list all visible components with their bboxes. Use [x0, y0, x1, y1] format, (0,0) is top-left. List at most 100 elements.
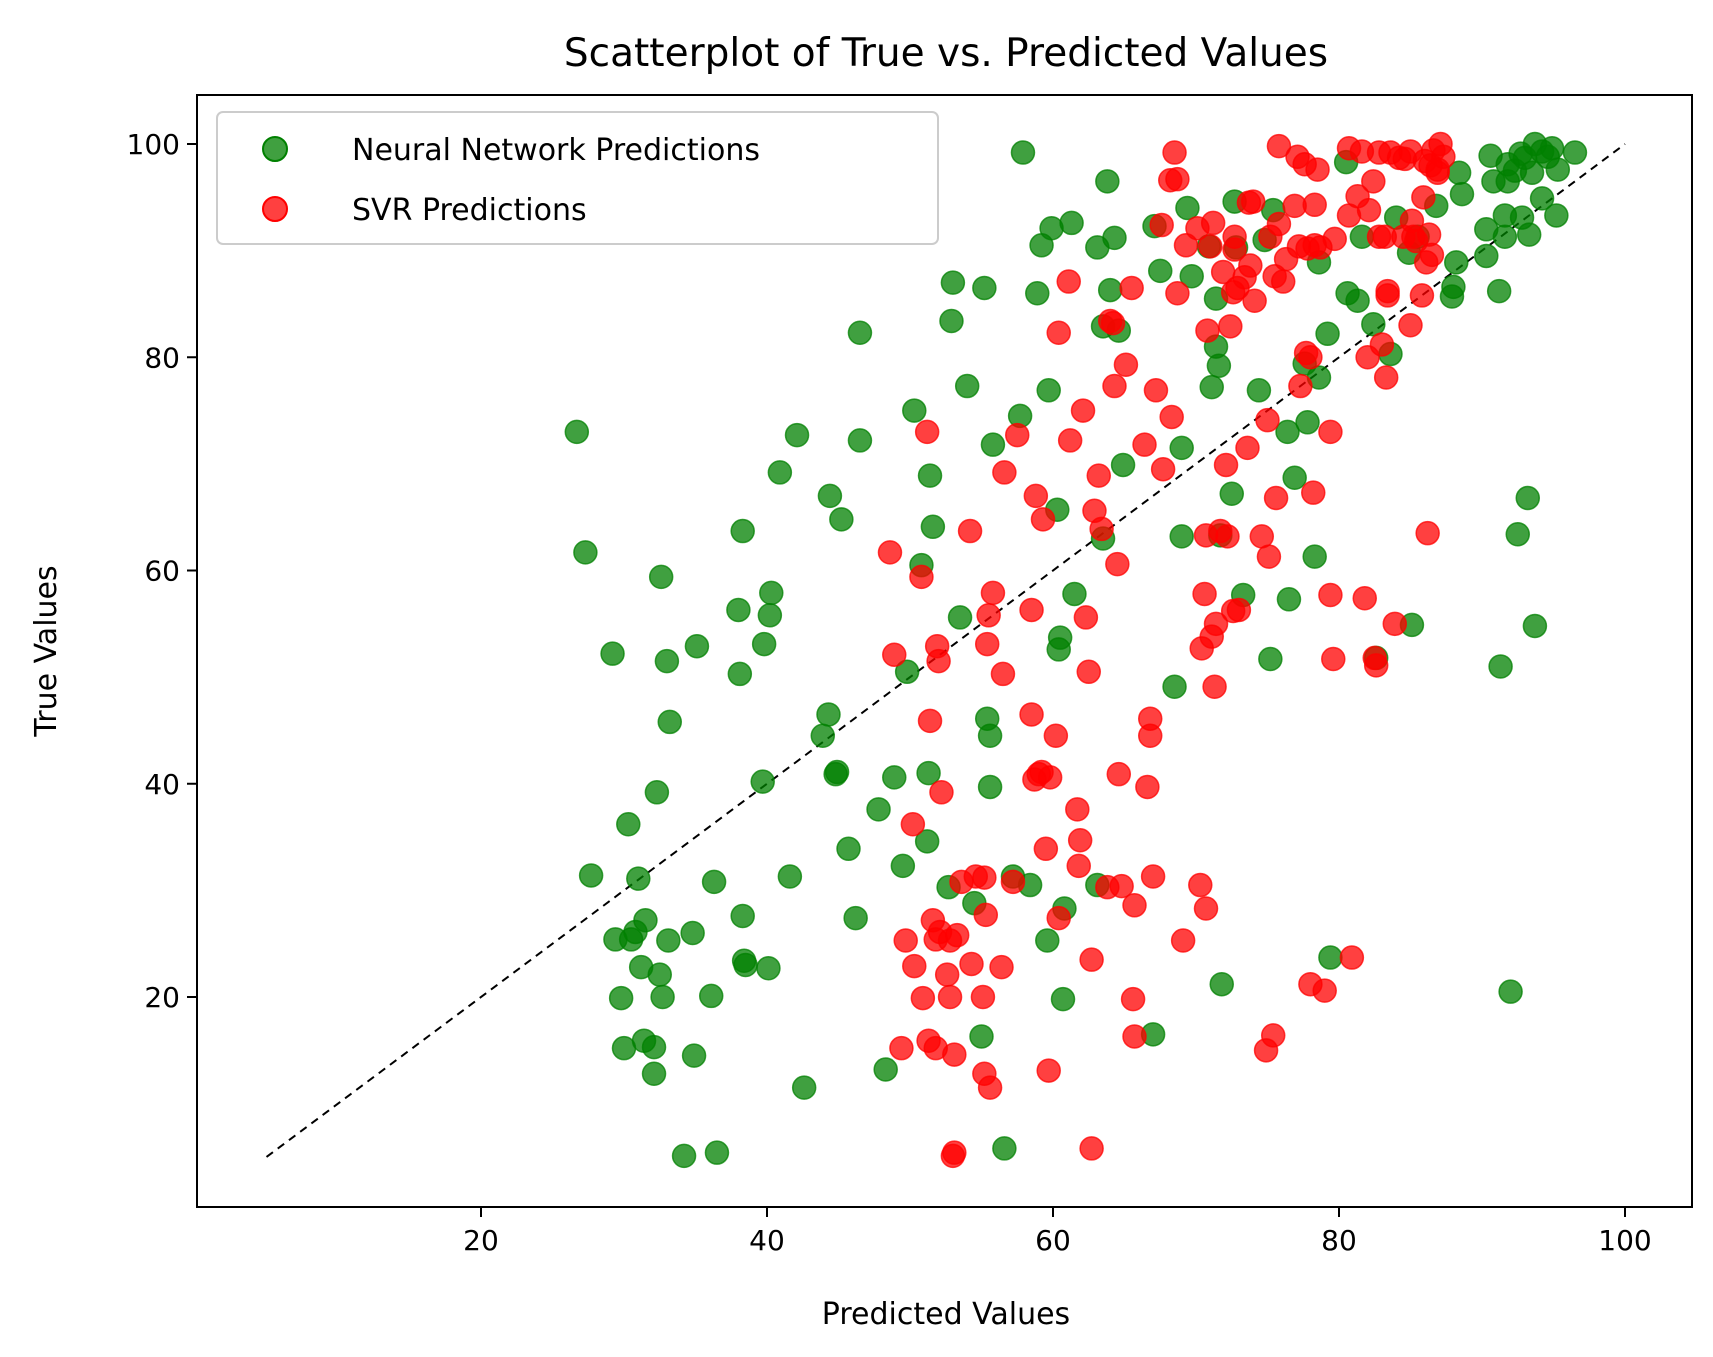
- svr-point: [1213, 452, 1239, 478]
- svr-point: [1105, 551, 1130, 577]
- nn-point: [633, 907, 658, 933]
- svr-point: [1019, 597, 1044, 623]
- svr-point: [1132, 432, 1157, 457]
- svr-point: [877, 540, 903, 565]
- svr-point: [882, 642, 907, 667]
- nn-point: [1505, 521, 1530, 547]
- svr-point: [1188, 872, 1213, 898]
- nn-point: [1315, 321, 1340, 347]
- svr-point: [1215, 524, 1240, 549]
- svr-point: [1255, 407, 1280, 433]
- nn-point: [648, 564, 674, 590]
- nn-point: [684, 633, 710, 659]
- nn-point: [1539, 136, 1565, 161]
- nn-point: [733, 952, 758, 978]
- nn-point: [1110, 452, 1136, 478]
- nn-point: [626, 866, 651, 891]
- nn-point: [1474, 243, 1499, 269]
- svr-point: [1109, 873, 1134, 899]
- nn-point: [1258, 646, 1283, 672]
- svr-point: [1065, 797, 1090, 822]
- svr-point: [1193, 896, 1219, 921]
- nn-point: [1199, 374, 1224, 400]
- x-tick-label: 40: [749, 1224, 785, 1257]
- nn-point: [1025, 281, 1050, 306]
- nn-point: [730, 903, 755, 929]
- svr-point: [1202, 674, 1227, 699]
- svr-point: [1173, 233, 1199, 258]
- nn-point: [1062, 581, 1087, 607]
- nn-point: [681, 1043, 707, 1068]
- nn-point: [756, 955, 781, 981]
- svr-point: [942, 1140, 967, 1165]
- svr-point: [929, 780, 954, 805]
- svr-point: [1361, 169, 1386, 194]
- x-tick-label: 60: [1035, 1224, 1071, 1257]
- svr-point: [1218, 314, 1243, 339]
- svr-point: [1301, 480, 1326, 505]
- nn-point: [980, 432, 1006, 457]
- svr-point: [1322, 226, 1347, 252]
- nn-point: [920, 514, 946, 540]
- svr-point: [902, 953, 927, 979]
- nn-point: [1169, 435, 1194, 461]
- nn-point: [1010, 140, 1036, 165]
- nn-point: [1282, 465, 1307, 490]
- nn-point: [644, 780, 670, 805]
- svr-point: [1149, 212, 1174, 238]
- nn-point: [600, 641, 625, 666]
- nn-point: [972, 275, 997, 301]
- nn-point: [1246, 378, 1272, 403]
- svr-point: [937, 984, 963, 1010]
- nn-point: [1148, 258, 1173, 284]
- svr-point: [1122, 893, 1147, 918]
- nn-point: [704, 1140, 730, 1165]
- svr-point: [1192, 581, 1217, 607]
- svr-point: [1066, 853, 1091, 879]
- svr-point: [1043, 723, 1069, 749]
- nn-point: [1059, 210, 1084, 236]
- svr-point: [992, 460, 1017, 485]
- svr-point: [1373, 365, 1399, 390]
- svr-point: [1305, 157, 1330, 182]
- svr-point: [1363, 653, 1389, 678]
- nn-point: [810, 723, 836, 749]
- svr-point: [1409, 283, 1435, 308]
- nn-point: [1562, 140, 1588, 165]
- x-tick-label: 100: [1598, 1224, 1651, 1257]
- svr-point: [917, 708, 943, 734]
- svr-point: [934, 962, 960, 987]
- nn-point: [954, 373, 980, 399]
- nn-point: [641, 1034, 667, 1060]
- nn-point: [817, 483, 843, 509]
- plot-frame: [196, 94, 1693, 1208]
- svr-point: [1165, 166, 1190, 192]
- svr-point: [1089, 516, 1114, 542]
- nn-point: [1035, 928, 1060, 953]
- nn-point: [730, 518, 755, 544]
- nn-point: [917, 463, 943, 488]
- legend-marker-neural-network: [262, 136, 288, 162]
- nn-point: [890, 853, 916, 879]
- svr-point: [1005, 422, 1030, 448]
- legend-label-neural-network: Neural Network Predictions: [352, 133, 760, 168]
- svr-point: [1416, 222, 1442, 247]
- nn-point: [1162, 674, 1187, 699]
- svr-point: [980, 580, 1006, 606]
- nn-point: [727, 661, 753, 687]
- nn-point: [1275, 419, 1300, 445]
- svr-point: [1033, 836, 1059, 862]
- nn-point: [1498, 979, 1523, 1004]
- svr-point: [1266, 133, 1292, 159]
- svr-point: [1298, 345, 1323, 370]
- nn-point: [1179, 263, 1204, 289]
- svr-point: [1113, 352, 1139, 377]
- svr-point: [1023, 483, 1049, 509]
- nn-point: [829, 507, 854, 532]
- nn-point: [791, 1075, 817, 1100]
- svr-point: [1312, 978, 1337, 1003]
- nn-point: [1039, 215, 1064, 241]
- nn-point: [1102, 225, 1127, 251]
- nn-point: [1175, 195, 1200, 221]
- svr-point: [1106, 761, 1132, 787]
